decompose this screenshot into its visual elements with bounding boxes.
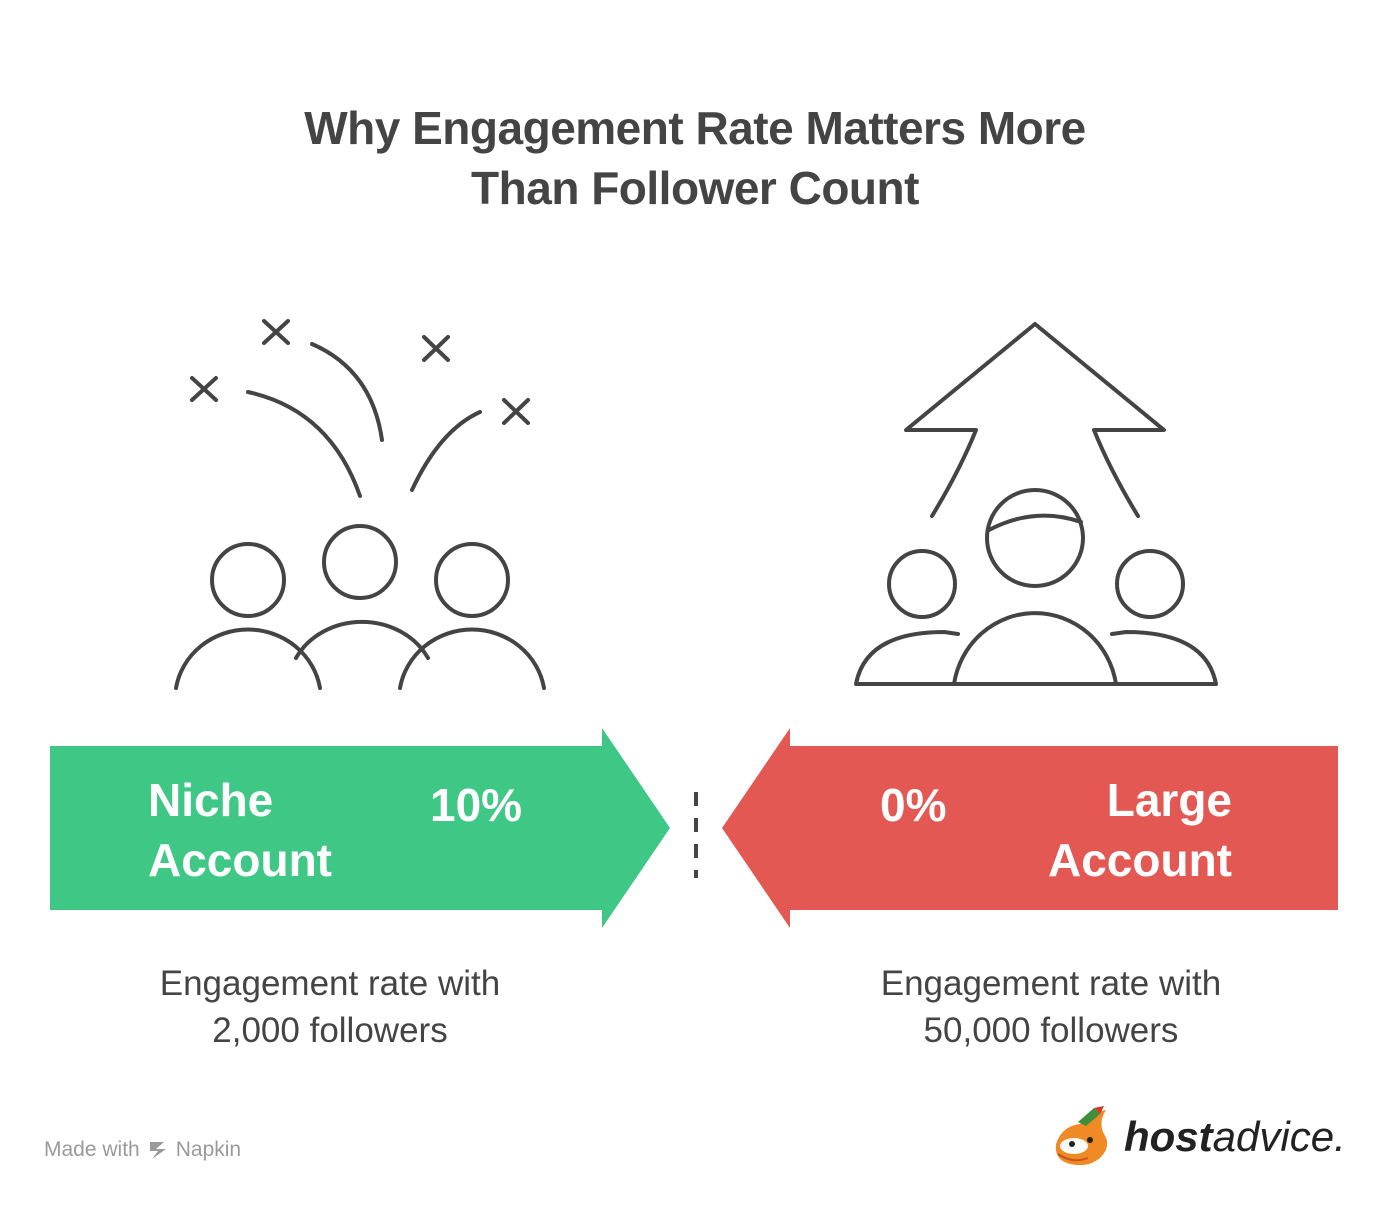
niche-caption: Engagement rate with 2,000 followers bbox=[50, 960, 610, 1054]
niche-label-line-1: Niche bbox=[148, 774, 274, 826]
large-caption-line-2: 50,000 followers bbox=[923, 1011, 1179, 1050]
title-line-2: Than Follower Count bbox=[471, 162, 919, 214]
niche-account-label: Niche Account bbox=[148, 770, 332, 890]
large-account-value: 0% bbox=[880, 779, 947, 831]
large-caption-line-1: Engagement rate with bbox=[880, 964, 1222, 1003]
niche-caption-line-2: 2,000 followers bbox=[212, 1011, 448, 1050]
page-title: Why Engagement Rate Matters More Than Fo… bbox=[0, 98, 1390, 218]
napkin-text: Napkin bbox=[175, 1138, 242, 1161]
group-with-crosses-icon bbox=[174, 319, 546, 690]
title-line-1: Why Engagement Rate Matters More bbox=[304, 102, 1086, 154]
large-label-line-1: Large bbox=[1106, 774, 1232, 826]
napkin-icon bbox=[149, 1142, 166, 1159]
logo-regular-text: advice. bbox=[1212, 1113, 1346, 1160]
large-account-arrow bbox=[722, 728, 1338, 928]
niche-arrow-shape bbox=[50, 728, 670, 928]
cross-icon bbox=[422, 335, 450, 362]
large-arrow-shape bbox=[722, 728, 1338, 928]
cross-icon bbox=[262, 319, 290, 345]
cross-icon bbox=[190, 376, 218, 402]
hostadvice-wordmark: hostadvice. bbox=[1124, 1113, 1346, 1161]
made-with-text: Made with bbox=[44, 1138, 140, 1161]
fox-mascot-icon bbox=[1055, 1106, 1108, 1166]
niche-label-line-2: Account bbox=[148, 834, 332, 886]
niche-account-arrow bbox=[50, 728, 670, 928]
niche-caption-line-1: Engagement rate with bbox=[159, 964, 501, 1003]
logo-bold-text: host bbox=[1124, 1113, 1213, 1160]
group-with-up-arrow-icon bbox=[854, 322, 1218, 686]
made-with-napkin[interactable]: Made with Napkin bbox=[44, 1138, 241, 1162]
cross-icon bbox=[502, 398, 530, 425]
niche-account-value: 10% bbox=[430, 779, 523, 831]
large-label-line-2: Account bbox=[1048, 834, 1232, 886]
hostadvice-logo[interactable]: hostadvice. bbox=[1048, 1104, 1346, 1170]
dashed-divider bbox=[694, 792, 698, 878]
large-caption: Engagement rate with 50,000 followers bbox=[771, 960, 1331, 1054]
large-account-label: Large Account bbox=[1000, 770, 1232, 890]
